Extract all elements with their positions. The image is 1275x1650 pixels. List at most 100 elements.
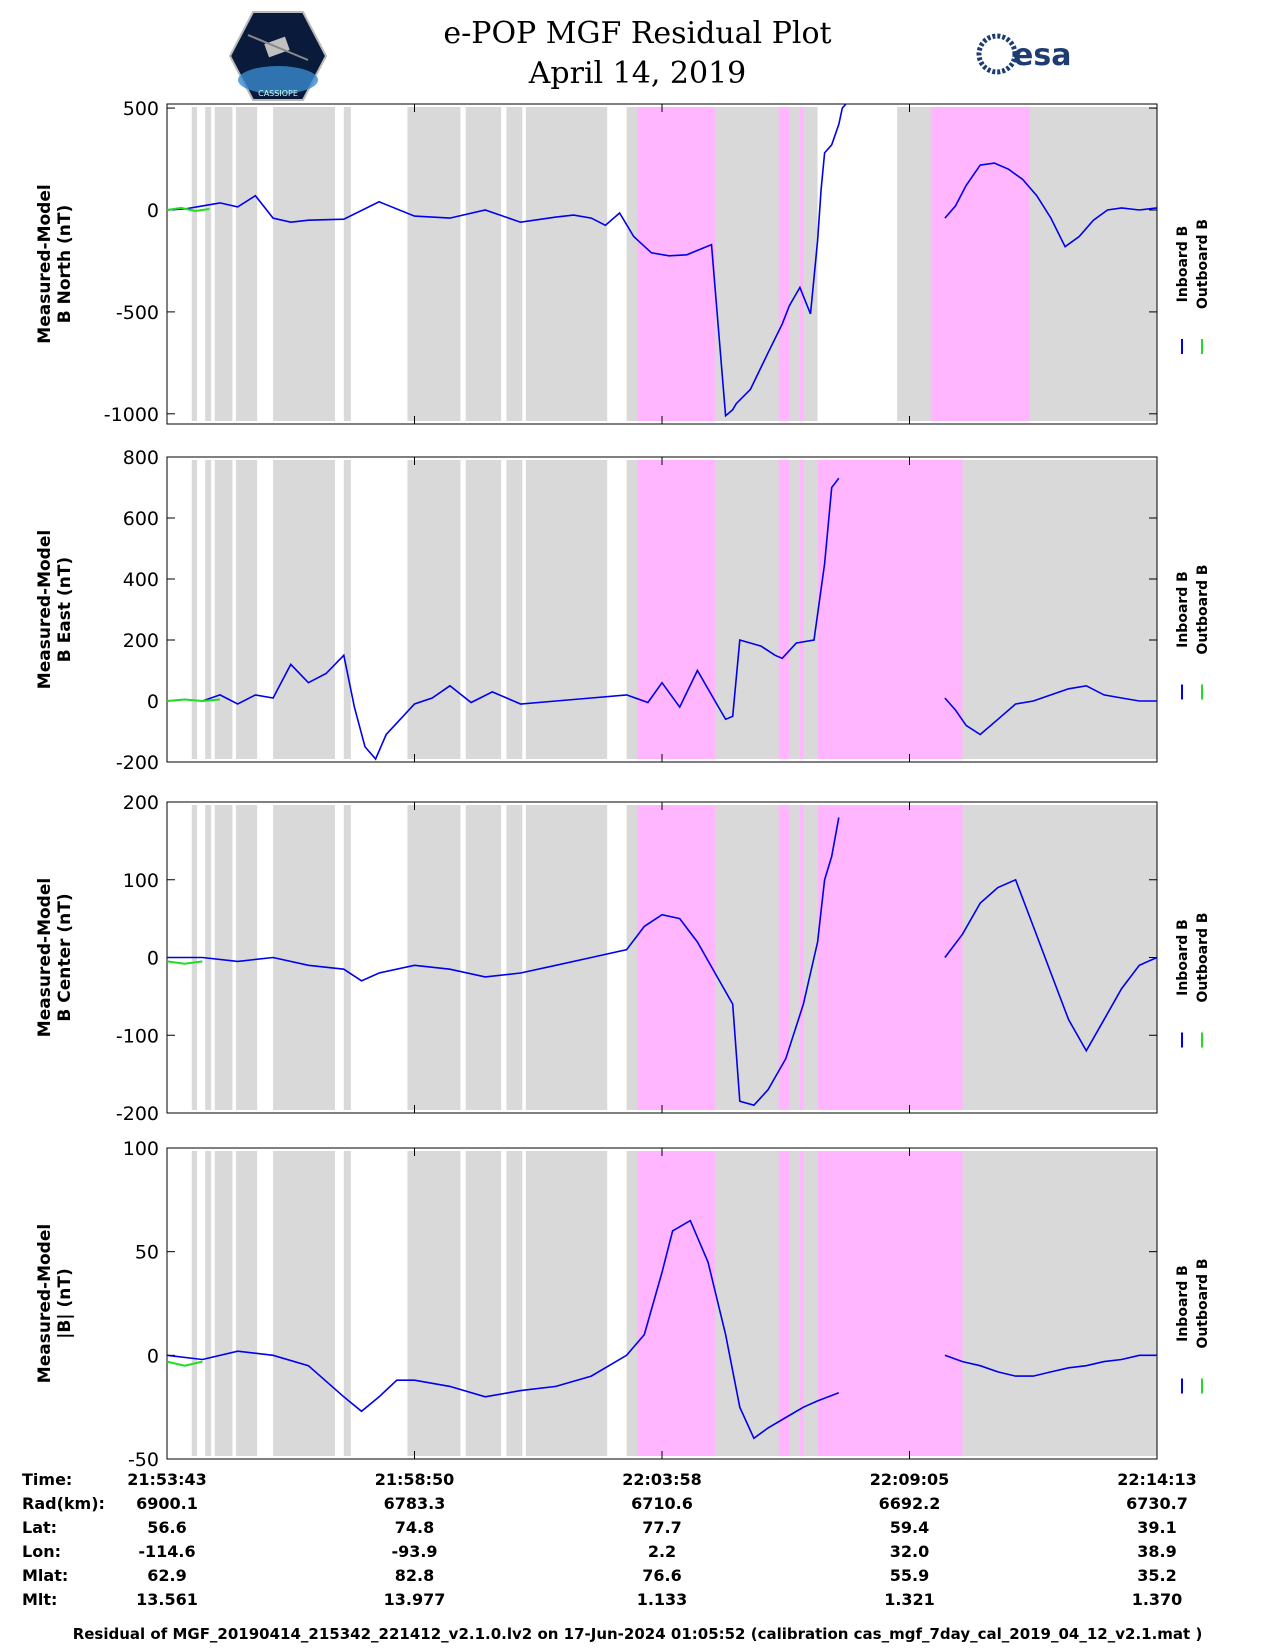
y-tick-label: 50 [135,1242,159,1264]
pink-band [817,805,963,1110]
info-row-label: Mlt: [22,1590,58,1609]
info-cell: 82.8 [394,1566,435,1585]
pink-band [799,805,804,1110]
info-row-label: Mlat: [22,1566,69,1585]
gray-band [407,107,461,421]
gray-band [273,1151,335,1456]
gray-band [343,107,351,421]
gray-band [205,1151,212,1456]
info-cell: 1.370 [1131,1590,1183,1609]
pink-band [637,805,716,1110]
info-cell: 6730.7 [1126,1494,1188,1513]
y-axis-label: B Center (nT) [55,893,75,1021]
gray-band [506,460,523,759]
info-row: Lat: 56.6 74.8 77.7 59.4 39.1 [0,1518,1275,1542]
gray-band [343,1151,351,1456]
inboard-series-line [166,1219,840,1440]
logo-text: CASSIOPE [258,89,298,98]
cassiope-mission-logo: CASSIOPE [228,11,328,101]
info-cell: 22:14:13 [1117,1470,1197,1489]
gray-band [465,805,502,1110]
pink-band [817,1151,963,1456]
orbit-info-table: Time: 21:53:43 21:58:50 22:03:58 22:09:05 22:… [0,1470,1275,1615]
legend-outboard-label: Outboard B [1195,912,1211,1002]
gray-band [235,805,258,1110]
inboard-series-line [167,817,840,1107]
gray-band [407,1151,461,1456]
y-tick-label: 800 [123,447,159,469]
y-axis-label: Measured-Model [35,530,55,689]
info-row: Time: 21:53:43 21:58:50 22:03:58 22:09:05 22:… [0,1470,1275,1494]
gray-band [235,107,258,421]
esa-logo-text: esa [1013,38,1071,73]
gray-band [191,107,198,421]
chart-title-line2: April 14, 2019 [528,56,747,91]
legend-inboard-label: Inboard B [1175,1265,1191,1342]
pink-band [799,107,804,421]
info-row: Mlat: 62.9 82.8 76.6 55.9 35.2 [0,1566,1275,1590]
legend-outboard-label: Outboard B [1195,1258,1211,1348]
info-cell: 1.133 [636,1590,688,1609]
inboard-series-line [944,684,1157,736]
info-cell: 13.977 [383,1590,446,1609]
info-cell: 6692.2 [878,1494,941,1513]
gray-band [525,1151,608,1456]
y-tick-label: 600 [123,508,159,530]
gray-band [235,1151,258,1456]
info-cell: 6783.3 [383,1494,446,1513]
footer-caption: Residual of MGF_20190414_215342_221412_v… [72,1625,1203,1643]
y-axis-label: B North (nT) [55,205,75,324]
y-tick-label: -100 [116,1025,159,1047]
pink-band [637,1151,716,1456]
y-axis-label: Measured-Model [35,1224,55,1383]
gray-band [214,460,233,759]
gray-band [214,805,233,1110]
gray-band [525,107,608,421]
y-tick-label: 100 [123,1138,159,1160]
gray-band [191,1151,198,1456]
info-cell: 56.6 [147,1518,187,1537]
inboard-series-line [944,878,1158,1053]
info-cell: 38.9 [1137,1542,1177,1561]
pink-band [930,107,952,421]
gray-band [273,107,335,421]
pink-band [778,805,790,1110]
info-cell: 39.1 [1137,1518,1177,1537]
pink-band [637,460,716,759]
gray-band [343,460,351,759]
gray-band [273,460,335,759]
pink-band [799,460,804,759]
pink-band [817,460,963,759]
legend-outboard-label: Outboard B [1195,219,1211,309]
info-cell: 22:03:58 [622,1470,702,1489]
y-tick-label: -200 [116,1103,159,1125]
legend-inboard-label: Inboard B [1175,919,1191,996]
legend-inboard-label: Inboard B [1175,226,1191,303]
legend-inboard-label: Inboard B [1175,571,1191,648]
panel-3: -200 -100 0 100 200 Measured-Model B Center (n… [35,792,1211,1125]
info-row-label: Rad(km): [22,1494,105,1513]
info-row: Mlt: 13.561 13.977 1.133 1.321 1.370 [0,1590,1275,1614]
gray-band [506,805,523,1110]
y-tick-label: 500 [123,98,159,120]
gray-band [506,1151,523,1456]
info-cell: 35.2 [1137,1566,1177,1585]
info-cell: 21:53:43 [127,1470,207,1489]
gray-band [465,1151,502,1456]
panel-4: -50 0 50 100 Measured-Model |B| (nT) Inboard B… [35,1138,1211,1470]
info-cell: -114.6 [138,1542,196,1561]
gray-band [465,460,502,759]
y-tick-label: -200 [116,752,159,774]
legend-outboard-label: Outboard B [1195,564,1211,654]
gray-band [407,805,461,1110]
panel-1: -1000 -500 0 500 Measured-Model B North (nT) I… [35,98,1211,426]
info-cell: 32.0 [889,1542,930,1561]
chart-title-line1: e-POP MGF Residual Plot [443,16,832,51]
y-tick-label: 0 [147,200,159,222]
y-tick-label: 200 [123,792,159,814]
y-tick-label: 0 [147,948,159,970]
y-tick-label: 100 [123,870,159,892]
gray-band [205,460,212,759]
y-tick-label: -50 [128,1449,159,1470]
